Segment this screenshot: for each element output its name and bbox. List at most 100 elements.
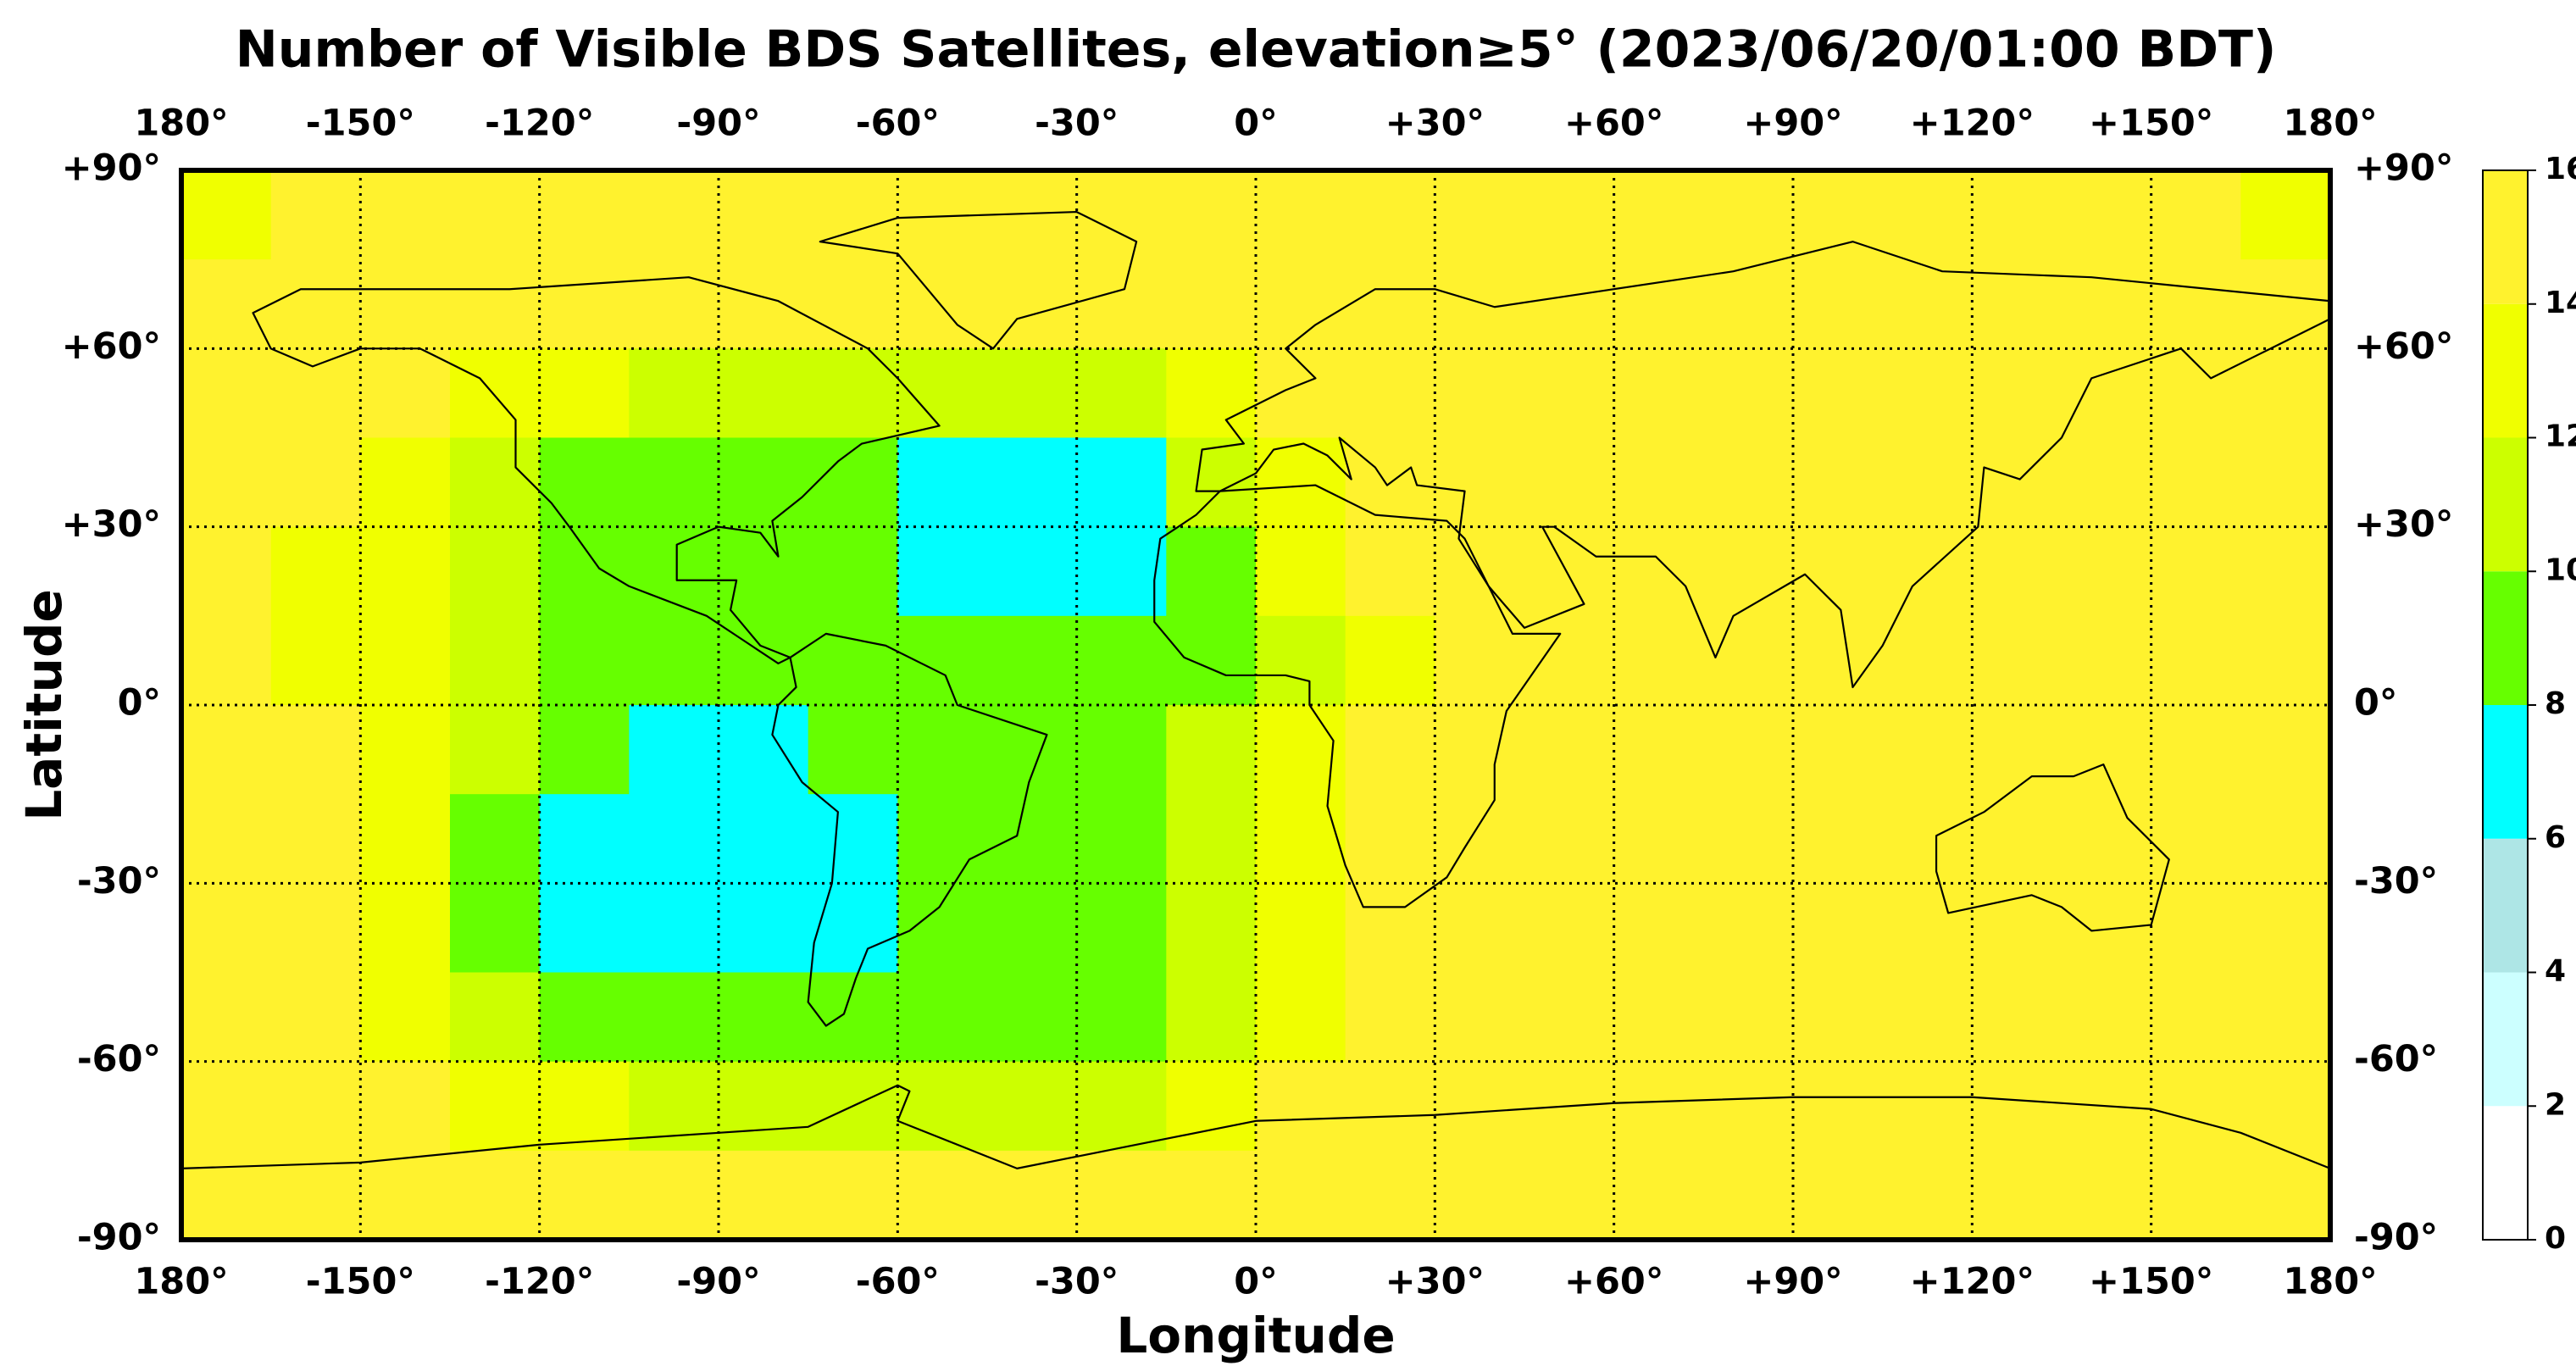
grid-cell	[987, 615, 1078, 706]
grid-cell	[1256, 259, 1346, 349]
grid-cell	[1703, 170, 1794, 260]
y-tick-label-right: -60°	[2354, 1038, 2438, 1080]
grid-cell	[360, 794, 451, 884]
chart-title: Number of Visible BDS Satellites, elevat…	[236, 20, 2277, 80]
grid-cell	[1435, 972, 1525, 1063]
grid-cell	[629, 705, 719, 795]
grid-cell	[1345, 794, 1435, 884]
y-tick-label-left: -60°	[77, 1038, 161, 1080]
y-tick-label-left: -90°	[77, 1217, 161, 1259]
grid-cell	[897, 794, 988, 884]
grid-cell	[1793, 1061, 1884, 1152]
grid-cell	[1256, 437, 1346, 528]
grid-cell	[1613, 1150, 1704, 1241]
grid-cell	[1166, 259, 1257, 349]
colorbar-tick-label: 0	[2545, 1221, 2566, 1256]
grid-cell	[1703, 883, 1794, 974]
grid-cell	[1793, 437, 1884, 528]
grid-cell	[360, 526, 451, 617]
grid-cell	[181, 259, 272, 349]
x-tick-label-top: 0°	[1234, 103, 1277, 145]
grid-cell	[2062, 437, 2152, 528]
grid-cell	[1524, 348, 1615, 439]
grid-cell	[539, 883, 630, 974]
x-tick-label-top: 180°	[2283, 103, 2377, 145]
x-tick-label-top: -120°	[485, 103, 594, 145]
grid-cell	[2062, 526, 2152, 617]
x-tick-label-bottom: -60°	[856, 1261, 940, 1303]
grid-cell	[2240, 526, 2331, 617]
grid-cell	[719, 1150, 809, 1241]
grid-cell	[1613, 437, 1704, 528]
grid-cell	[1435, 615, 1525, 706]
grid-cell	[2151, 615, 2241, 706]
grid-cell	[1166, 348, 1257, 439]
grid-cell	[270, 526, 361, 617]
grid-cell	[2151, 170, 2241, 260]
grid-cell	[1703, 348, 1794, 439]
grid-cell	[1613, 883, 1704, 974]
grid-cell	[1972, 348, 2062, 439]
grid-cell	[2151, 883, 2241, 974]
colorbar-tick-label: 10	[2545, 553, 2576, 587]
grid-cell	[539, 526, 630, 617]
grid-cell	[719, 170, 809, 260]
grid-cell	[1166, 705, 1257, 795]
y-tick-label-left: -30°	[77, 860, 161, 902]
grid-cell	[2062, 615, 2152, 706]
grid-cell	[808, 794, 898, 884]
grid-cell	[1613, 526, 1704, 617]
grid-cell	[1524, 794, 1615, 884]
grid-cell	[1345, 170, 1435, 260]
coastline	[820, 212, 1136, 348]
colorbar-bin	[2483, 170, 2528, 304]
grid-cell	[1435, 1150, 1525, 1241]
grid-cell	[1166, 615, 1257, 706]
grid-cell	[1256, 348, 1346, 439]
grid-cell	[1972, 526, 2062, 617]
grid-cell	[2240, 615, 2331, 706]
grid-cell	[2062, 883, 2152, 974]
grid-cell	[1972, 972, 2062, 1063]
grid-cell	[1345, 259, 1435, 349]
grid-cell	[360, 615, 451, 706]
grid-cell	[1345, 1150, 1435, 1241]
colorbar-bin	[2483, 838, 2528, 973]
grid-cell	[1166, 883, 1257, 974]
grid-cell	[1256, 883, 1346, 974]
grid-cell	[1793, 259, 1884, 349]
x-tick-label-bottom: -30°	[1035, 1261, 1119, 1303]
grid-cell	[1793, 794, 1884, 884]
x-tick-label-top: +150°	[2089, 103, 2213, 145]
grid-cell	[450, 170, 541, 260]
grid-cell	[1435, 705, 1525, 795]
grid-cell	[1703, 1150, 1794, 1241]
grid-cell	[181, 348, 272, 439]
grid-cell	[629, 1150, 719, 1241]
grid-cell	[2240, 348, 2331, 439]
grid-cell	[360, 348, 451, 439]
grid-cell	[181, 972, 272, 1063]
grid-cell	[1345, 615, 1435, 706]
grid-cell	[1345, 348, 1435, 439]
grid-cell	[1435, 1061, 1525, 1152]
grid-cell	[1076, 794, 1167, 884]
colorbar-tick-label: 8	[2545, 686, 2566, 721]
grid-cell	[897, 615, 988, 706]
grid-cell	[987, 437, 1078, 528]
grid-cell	[270, 1061, 361, 1152]
grid-cell	[719, 437, 809, 528]
y-tick-label-left: 0°	[118, 682, 161, 725]
grid-cell	[360, 437, 451, 528]
grid-cell	[719, 883, 809, 974]
coastline	[253, 277, 940, 664]
x-tick-label-top: +30°	[1385, 103, 1485, 145]
x-tick-label-bottom: +90°	[1743, 1261, 1842, 1303]
grid-cell	[1076, 1150, 1167, 1241]
grid-cell	[1524, 705, 1615, 795]
grid-cell	[629, 526, 719, 617]
x-tick-label-top: +120°	[1910, 103, 2035, 145]
colorbar: 0 2 4 6 8 10 12 14 16	[2482, 152, 2576, 1256]
grid-cell	[2151, 1150, 2241, 1241]
grid-cell	[2240, 883, 2331, 974]
